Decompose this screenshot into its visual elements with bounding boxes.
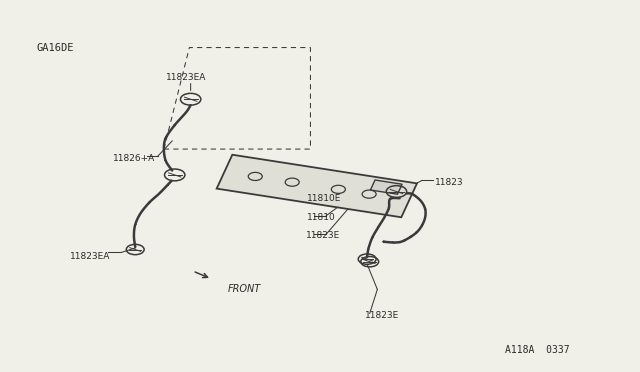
Polygon shape [217, 155, 417, 217]
Text: 11823EA: 11823EA [70, 251, 111, 261]
Text: A118A  0337: A118A 0337 [505, 345, 570, 355]
Text: 11823E: 11823E [365, 311, 399, 320]
Text: 11823: 11823 [435, 178, 463, 187]
Polygon shape [371, 180, 402, 194]
Text: 11810E: 11810E [307, 195, 342, 203]
Text: 11810: 11810 [307, 213, 336, 222]
Text: 11823EA: 11823EA [166, 73, 206, 81]
Text: 11826+A: 11826+A [113, 154, 155, 163]
Text: FRONT: FRONT [228, 284, 261, 294]
Text: GA16DE: GA16DE [36, 42, 74, 52]
Text: 11823E: 11823E [306, 231, 340, 240]
